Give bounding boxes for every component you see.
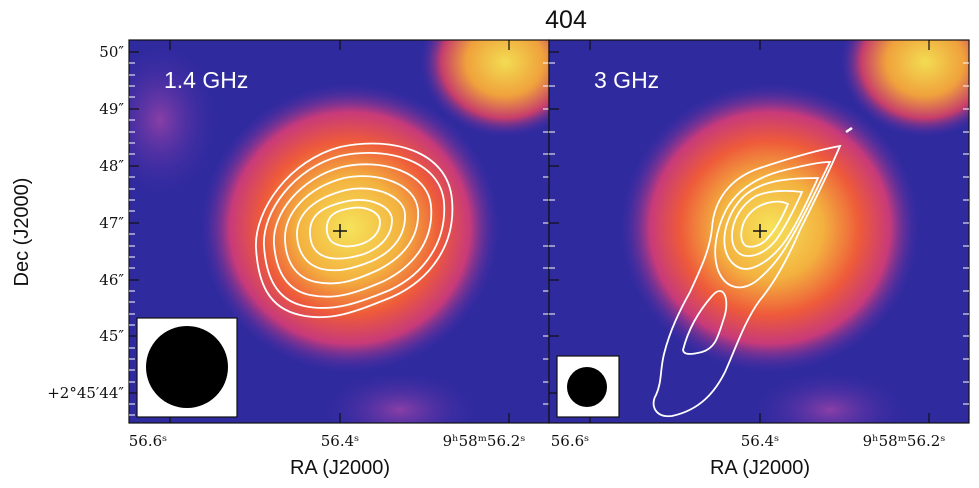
heatmap-3ghz bbox=[549, 40, 969, 423]
x-tick-label: 56.6ˢ bbox=[129, 432, 167, 450]
radio-source bbox=[620, 83, 920, 373]
beam-ellipse bbox=[567, 367, 607, 407]
y-tick-label: 47″ bbox=[99, 214, 124, 232]
faint-emission bbox=[750, 370, 910, 423]
panel-label-3ghz: 3 GHz bbox=[594, 67, 659, 93]
panel-label-1p4ghz: 1.4 GHz bbox=[164, 67, 248, 93]
y-tick-label: 45″ bbox=[99, 327, 124, 345]
y-tick-label: 48″ bbox=[99, 157, 124, 175]
plot-frame bbox=[548, 39, 970, 424]
x-axis-title: RA (J2000) bbox=[290, 457, 390, 479]
x-axis-title: RA (J2000) bbox=[710, 457, 810, 479]
beam-ellipse bbox=[146, 326, 228, 408]
axis-ticks bbox=[129, 40, 510, 423]
y-tick-label: 50″ bbox=[99, 43, 124, 61]
x-tick-label: 56.6ˢ bbox=[551, 432, 589, 450]
neighbour-source bbox=[840, 40, 969, 137]
faint-emission bbox=[129, 40, 220, 200]
y-tick-label: 46″ bbox=[99, 271, 124, 289]
panel-3ghz: 3 GHz 56.6ˢ 56.4ˢ 9ʰ58ᵐ56.2ˢ RA (J2000) bbox=[548, 39, 970, 479]
x-tick-label: 56.4ˢ bbox=[741, 432, 779, 450]
y-tick-label: +2°45′44″ bbox=[47, 384, 124, 402]
x-tick-label: 56.4ˢ bbox=[321, 432, 359, 450]
contours-3ghz bbox=[652, 126, 853, 417]
x-tick-label: 9ʰ58ᵐ56.2ˢ bbox=[443, 432, 526, 450]
neighbour-source bbox=[420, 40, 549, 137]
minor-ticks bbox=[129, 62, 549, 416]
contours-1p4ghz bbox=[255, 142, 454, 319]
y-axis-title: Dec (J2000) bbox=[11, 178, 33, 287]
source-marker bbox=[333, 224, 347, 238]
y-tick-label: 49″ bbox=[99, 100, 124, 118]
minor-ticks bbox=[549, 62, 969, 405]
figure-title: 404 bbox=[545, 6, 587, 34]
x-tick-label: 9ʰ58ᵐ56.2ˢ bbox=[863, 432, 946, 450]
source-marker bbox=[753, 224, 767, 238]
radio-source bbox=[200, 83, 500, 373]
faint-emission bbox=[320, 370, 480, 423]
panel-1p4ghz: 1.4 GHz 50″ 49″ 48″ 47″ 46″ 45″ +2°45′44… bbox=[47, 39, 550, 479]
